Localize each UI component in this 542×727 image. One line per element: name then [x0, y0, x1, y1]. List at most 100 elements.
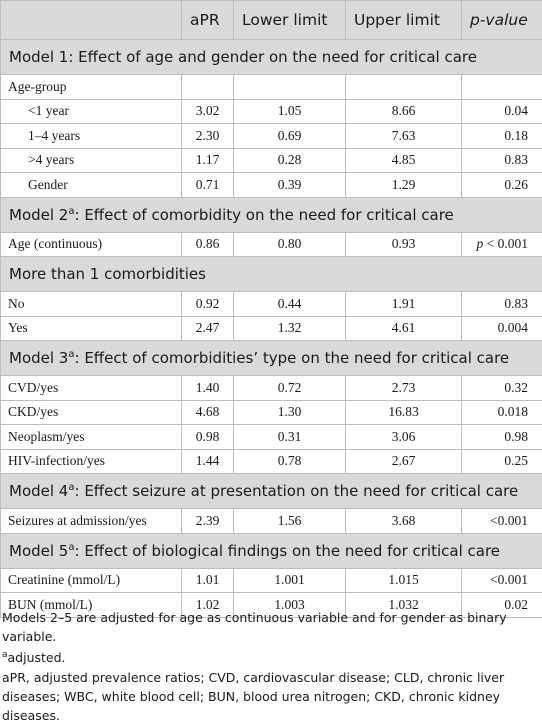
model-heading: Model 4a: Effect seizure at presentation… [0, 473, 542, 509]
lower-limit-value: 0.80 [233, 231, 346, 257]
table-row: Seizures at admission/yes 2.39 1.56 3.68 <0.… [0, 508, 542, 534]
table-row: CKD/yes 4.68 1.30 16.83 0.018 [0, 399, 542, 425]
row-label: Age (continuous) [0, 231, 182, 257]
apr-value: 0.86 [181, 231, 234, 257]
upper-limit-value: 2.73 [345, 375, 462, 401]
model-title: Model 3 [9, 349, 69, 367]
lower-limit-value: 0.31 [233, 424, 346, 450]
results-table: aPR Lower limit Upper limit p-value Mode… [0, 0, 542, 618]
p-value: 0.018 [461, 399, 542, 425]
apr-value: 2.30 [181, 123, 234, 149]
footnote-adjusted-text: adjusted. [7, 650, 66, 666]
p-value [461, 74, 542, 100]
p-value: 0.02 [461, 592, 542, 618]
row-label: 1–4 years [0, 123, 182, 149]
row-label: >4 years [0, 147, 182, 173]
header-label-cell [0, 0, 182, 40]
upper-limit-value: 1.015 [345, 567, 462, 593]
table-row: Yes 2.47 1.32 4.61 0.004 [0, 315, 542, 341]
model-title: Model 5 [9, 541, 69, 560]
footnote-sup: a [2, 650, 8, 660]
table-body: Model 1: Effect of age and gender on the… [0, 39, 542, 618]
row-label: Creatinine (mmol/L) [0, 567, 182, 593]
upper-limit-value: 1.29 [345, 172, 462, 198]
p-value: 0.83 [461, 147, 542, 173]
model-heading: Model 3a: Effect of comorbidities’ type … [0, 340, 542, 376]
model-heading-row: More than 1 comorbidities [0, 256, 542, 292]
row-label: Age-group [0, 74, 182, 100]
p-value: 0.004 [461, 315, 542, 341]
p-value: p < 0.001 [461, 231, 542, 257]
footnote-adjusted: aadjusted. [2, 646, 540, 667]
model-heading: More than 1 comorbidities [0, 256, 542, 292]
model-title-sup: a [68, 541, 75, 553]
lower-limit-value: 1.32 [233, 315, 346, 341]
apr-value: 1.40 [181, 375, 234, 401]
apr-value: 1.17 [181, 147, 234, 173]
row-label: BUN (mmol/L) [0, 592, 182, 618]
model-heading-row: Model 4a: Effect seizure at presentation… [0, 473, 542, 509]
header-apr: aPR [181, 0, 234, 40]
p-value: 0.25 [461, 448, 542, 474]
model-title: Model 1: Effect of age and gender on the… [9, 48, 477, 66]
model-heading-row: Model 3a: Effect of comorbidities’ type … [0, 340, 542, 376]
apr-value: 0.92 [181, 291, 234, 317]
table-row: Neoplasm/yes 0.98 0.31 3.06 0.98 [0, 424, 542, 450]
footnote-adjustment: Models 2–5 are adjusted for age as conti… [2, 610, 507, 644]
table-header-row: aPR Lower limit Upper limit p-value [0, 0, 542, 40]
model-heading-row: Model 1: Effect of age and gender on the… [0, 39, 542, 75]
p-symbol: p [476, 236, 484, 252]
apr-value: 0.98 [181, 424, 234, 450]
upper-limit-value: 1.032 [345, 592, 462, 618]
upper-limit-value: 7.63 [345, 123, 462, 149]
lower-limit-value: 0.44 [233, 291, 346, 317]
table-row: Age (continuous) 0.86 0.80 0.93 p < 0.001 [0, 231, 542, 257]
row-label: Neoplasm/yes [0, 424, 182, 450]
row-label: Seizures at admission/yes [0, 508, 182, 534]
lower-limit-value: 0.39 [233, 172, 346, 198]
upper-limit-value: 3.06 [345, 424, 462, 450]
lower-limit-value: 1.001 [233, 567, 346, 593]
table-row: Creatinine (mmol/L) 1.01 1.001 1.015 <0.001 [0, 567, 542, 593]
header-lower-limit: Lower limit [233, 0, 346, 40]
upper-limit-value: 4.61 [345, 315, 462, 341]
apr-value: 1.44 [181, 448, 234, 474]
row-label: Yes [0, 315, 182, 341]
p-value: 0.18 [461, 123, 542, 149]
model-heading-row: Model 2a: Effect of comorbidity on the n… [0, 196, 542, 233]
p-value: 0.26 [461, 172, 542, 198]
model-heading: Model 5a: Effect of biological findings … [0, 532, 542, 569]
upper-limit-value: 8.66 [345, 98, 462, 124]
apr-value: 0.71 [181, 172, 234, 198]
upper-limit-value: 1.91 [345, 291, 462, 317]
row-label: <1 year [0, 98, 182, 124]
table-row: Gender 0.71 0.39 1.29 0.26 [0, 172, 542, 198]
table-row: >4 years 1.17 0.28 4.85 0.83 [0, 147, 542, 173]
row-label: Gender [0, 172, 182, 198]
apr-value: 1.01 [181, 567, 234, 593]
model-title: Model 2 [9, 205, 69, 224]
apr-value [181, 74, 234, 100]
table-row: CVD/yes 1.40 0.72 2.73 0.32 [0, 375, 542, 401]
lower-limit-value: 0.69 [233, 123, 346, 149]
p-value: <0.001 [461, 567, 542, 593]
model-title-rest: : Effect of comorbidity on the need for … [74, 205, 454, 224]
upper-limit-value: 4.85 [345, 147, 462, 173]
row-label: CVD/yes [0, 375, 182, 401]
table-row: HIV-infection/yes 1.44 0.78 2.67 0.25 [0, 448, 542, 474]
apr-value: 4.68 [181, 399, 234, 425]
table-row: BUN (mmol/L) 1.02 1.003 1.032 0.02 [0, 592, 542, 618]
footnote-abbreviations: aPR, adjusted prevalence ratios; CVD, ca… [2, 670, 505, 723]
row-label: HIV-infection/yes [0, 448, 182, 474]
p-value-text: < 0.001 [483, 236, 528, 252]
lower-limit-value [233, 74, 346, 100]
row-label: No [0, 291, 182, 317]
table-row: 1–4 years 2.30 0.69 7.63 0.18 [0, 123, 542, 149]
table-row: Age-group [0, 74, 542, 100]
lower-limit-value: 1.003 [233, 592, 346, 618]
lower-limit-value: 0.28 [233, 147, 346, 173]
table-row: <1 year 3.02 1.05 8.66 0.04 [0, 98, 542, 124]
apr-value: 2.39 [181, 508, 234, 534]
p-value: 0.98 [461, 424, 542, 450]
model-title-sup: a [68, 349, 75, 360]
